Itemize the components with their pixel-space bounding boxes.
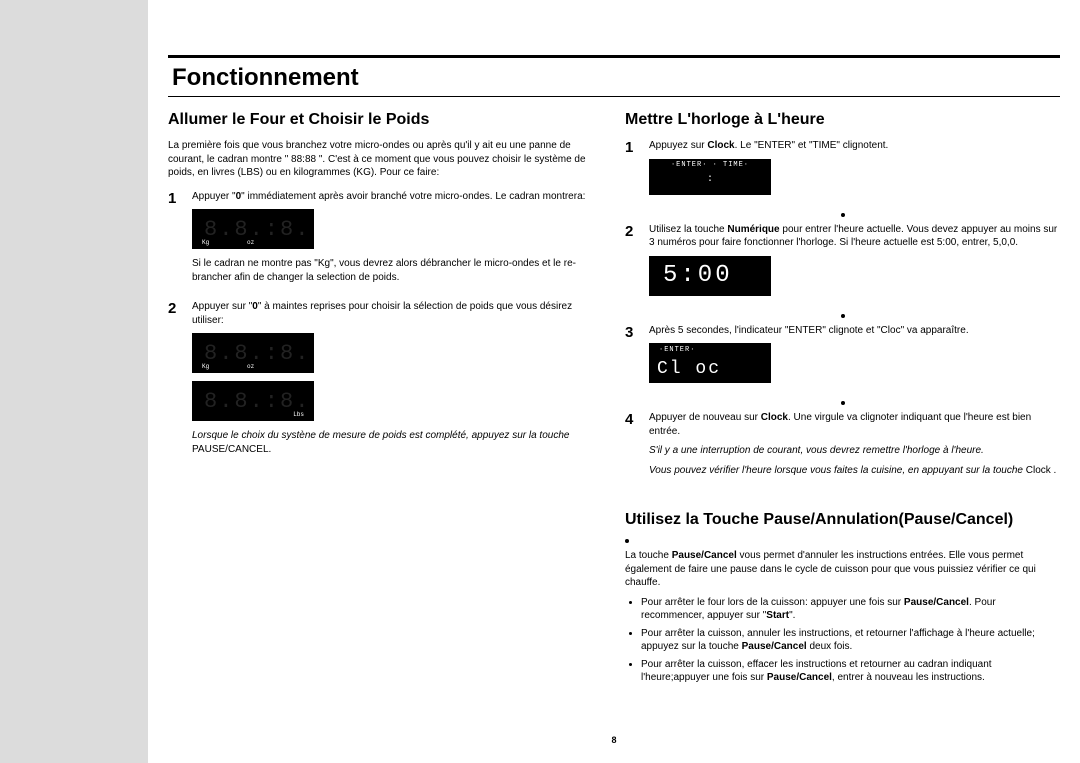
intro-text: La première fois que vous branchez votre… <box>168 139 603 180</box>
pause-cancel-bullets: Pour arrêter le four lors de la cuisson:… <box>625 596 1060 685</box>
column-right: Mettre L'horloge à L'heure 1 Appuyez sur… <box>625 111 1060 689</box>
step-number: 2 <box>168 300 182 462</box>
step-number: 2 <box>625 223 639 304</box>
label-kg: Kg <box>202 239 209 247</box>
step-number: 1 <box>168 190 182 291</box>
label-kg: Kg <box>202 363 209 371</box>
bold: Pause/Cancel <box>767 672 832 683</box>
right-step-2: 2 Utilisez la touche Numérique pour entr… <box>625 223 1060 304</box>
bullet-2: Pour arrêter la cuisson, annuler les ins… <box>641 627 1060 654</box>
rule-top <box>168 55 1060 58</box>
lcd-enter-time: ·ENTER· · TIME· : <box>649 159 771 195</box>
page-gutter <box>0 0 148 763</box>
left-step-1: 1 Appuyer "0" immédiatement après avoir … <box>168 190 603 291</box>
text: . Le "ENTER" et "TIME" clignotent. <box>735 140 889 151</box>
bold: Pause/Cancel <box>742 641 807 652</box>
label-lbs: Lbs <box>293 411 304 419</box>
heading-allumer: Allumer le Four et Choisir le Poids <box>168 111 603 129</box>
separator-dot <box>841 213 845 217</box>
separator-dot <box>625 539 629 543</box>
separator-dot <box>841 314 845 318</box>
separator-dot <box>841 401 845 405</box>
left-step-2: 2 Appuyer sur "0" à maintes reprises pou… <box>168 300 603 462</box>
r4-line: Appuyer de nouveau sur Clock. Une virgul… <box>649 411 1060 438</box>
bold-clock: Clock <box>761 412 788 423</box>
page-content: Fonctionnement Allumer le Four et Choisi… <box>148 0 1080 763</box>
lcd-display-kg-2: 8.8.:8. Kg oz <box>192 333 314 373</box>
text: Pour arrêter le four lors de la cuisson:… <box>641 597 904 608</box>
label-oz: oz <box>247 239 254 247</box>
heading-horloge: Mettre L'horloge à L'heure <box>625 111 1060 129</box>
right-step-1: 1 Appuyez sur Clock. Le "ENTER" et "TIME… <box>625 139 1060 203</box>
page-title: Fonctionnement <box>172 64 1060 92</box>
text: Appuyer " <box>192 191 236 202</box>
lcd-display-kg-1: 8.8.:8. Kg oz <box>192 209 314 249</box>
text: La touche <box>625 550 672 561</box>
text: deux fois. <box>807 641 853 652</box>
left-footnote: Lorsque le choix du systène de mesure de… <box>192 429 603 456</box>
bold: Pause/Cancel <box>904 597 969 608</box>
bold: Start <box>766 610 789 621</box>
lcd-display-lbs: 8.8.:8. Lbs <box>192 381 314 421</box>
text: " immédiatement après avoir branché votr… <box>241 191 585 202</box>
text: Appuyez sur <box>649 140 707 151</box>
text: Vous pouvez vérifier l'heure lorsque vou… <box>649 465 1026 476</box>
lcd-colon: : <box>649 173 771 187</box>
text: Appuyer de nouveau sur <box>649 412 761 423</box>
bold-pause-cancel: Pause/Cancel <box>672 550 737 561</box>
text: Lorsque le choix du systène de mesure de… <box>192 430 569 441</box>
right-step-4: 4 Appuyer de nouveau sur Clock. Une virg… <box>625 411 1060 483</box>
step-number: 1 <box>625 139 639 203</box>
lcd-cloc: ·ENTER· Cl oc <box>649 343 771 383</box>
text: , entrer à nouveau les instructions. <box>832 672 985 683</box>
text: Appuyer sur " <box>192 301 252 312</box>
pause-cancel-intro: La touche Pause/Cancel vous permet d'ann… <box>625 549 1060 590</box>
step1-note: Si le cadran ne montre pas "Kg", vous de… <box>192 257 603 284</box>
note-verify: Vous pouvez vérifier l'heure lorsque vou… <box>649 464 1060 478</box>
bold-clock: Clock <box>707 140 734 151</box>
text: PAUSE/CANCEL. <box>192 444 271 455</box>
text: Utilisez la touche <box>649 224 727 235</box>
lcd-seg: Cl oc <box>657 357 721 381</box>
r1-line: Appuyez sur Clock. Le "ENTER" et "TIME" … <box>649 139 1060 153</box>
r2-line: Utilisez la touche Numérique pour entrer… <box>649 223 1060 250</box>
column-left: Allumer le Four et Choisir le Poids La p… <box>168 111 603 689</box>
step1-line: Appuyer "0" immédiatement après avoir br… <box>192 190 603 204</box>
step-number: 4 <box>625 411 639 483</box>
step2-line: Appuyer sur "0" à maintes reprises pour … <box>192 300 603 327</box>
lcd-time-500: 5:00 <box>649 256 771 296</box>
lcd-seg: 5:00 <box>663 260 733 292</box>
bullet-3: Pour arrêter la cuisson, effacer les ins… <box>641 658 1060 685</box>
text: ". <box>789 610 795 621</box>
bullet-1: Pour arrêter le four lors de la cuisson:… <box>641 596 1060 623</box>
text: Clock . <box>1026 465 1057 476</box>
r3-line: Après 5 secondes, l'indicateur "ENTER" c… <box>649 324 1060 338</box>
lcd-top-row: ·ENTER· <box>659 346 695 355</box>
label-oz: oz <box>247 363 254 371</box>
heading-pause-cancel: Utilisez la Touche Pause/Annulation(Paus… <box>625 511 1060 529</box>
note-interruption: S'il y a une interruption de courant, vo… <box>649 444 1060 458</box>
right-step-3: 3 Après 5 secondes, l'indicateur "ENTER"… <box>625 324 1060 392</box>
step-number: 3 <box>625 324 639 392</box>
bold-numerique: Numérique <box>727 224 779 235</box>
lcd-top-row: ·ENTER· · TIME· <box>649 161 771 170</box>
page-number: 8 <box>611 735 616 745</box>
rule-under-title <box>168 96 1060 97</box>
